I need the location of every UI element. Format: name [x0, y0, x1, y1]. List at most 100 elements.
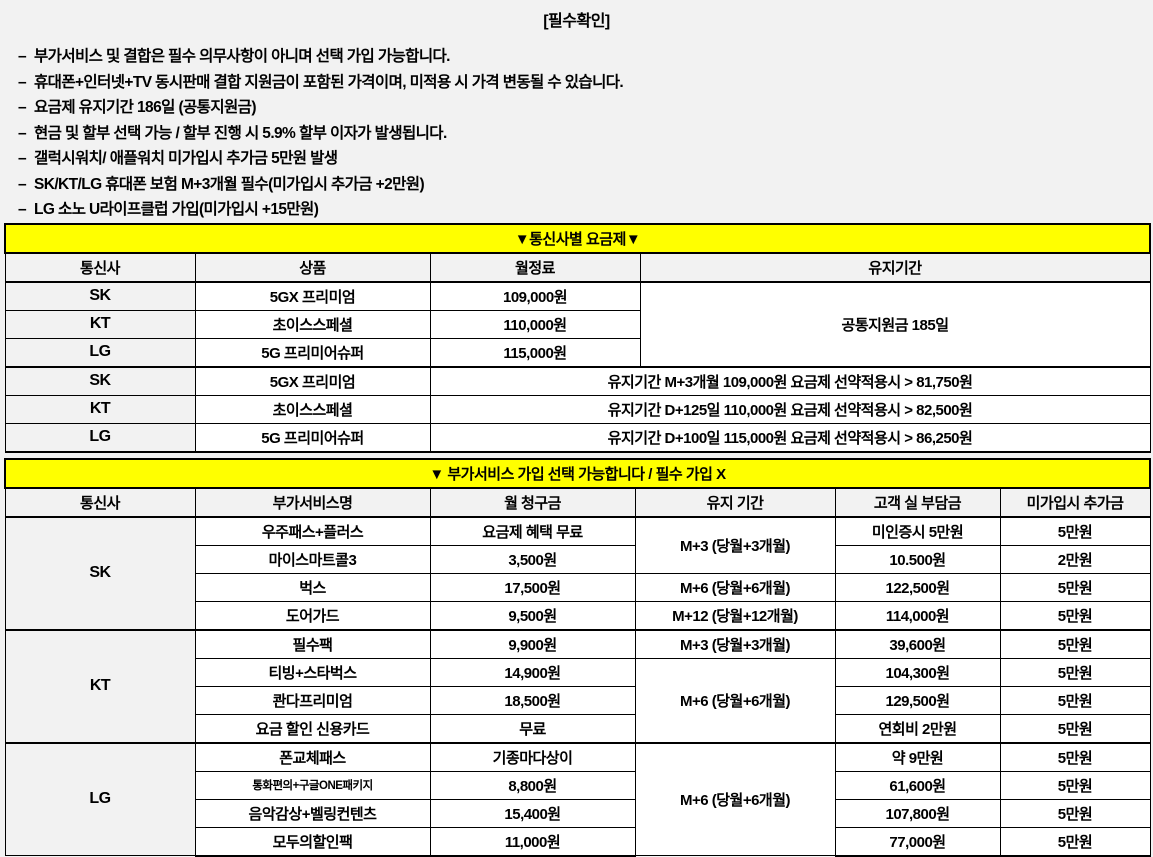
bullet-dash-icon: –	[18, 73, 27, 91]
plan-detail-carrier: SK	[4, 365, 196, 396]
bullet-dash-icon: –	[18, 99, 27, 116]
plan-detail-product: 5G 프리미어슈퍼	[194, 422, 431, 453]
plan-product: 초이스스페셜	[194, 309, 431, 339]
bullet-dash-icon: –	[18, 175, 27, 193]
addon-row: KT 필수팩 9,900원 M+3 (당월+3개월) 39,600원 5만원	[4, 628, 1151, 743]
addon-extra-fee: 5만원	[999, 826, 1151, 857]
notice-section: [필수확인] – 부가서비스 및 결합은 필수 의무사항이 아니며 선택 가입 가…	[0, 0, 1153, 223]
plan-detail-row: LG 5G 프리미어슈퍼 유지기간 D+100일 115,000원 요금제 선약적용…	[4, 422, 1151, 453]
addon-monthly-fee: 9,500원	[429, 600, 636, 630]
notice-item: – 휴대폰+인터넷+TV 동시판매 결합 지원금이 포함된 가격이며, 미적용 시…	[18, 70, 1153, 96]
addon-banner-row: ▼ 부가서비스 가입 선택 가능합니다 / 필수 가입 X	[4, 457, 1151, 489]
plan-header-row: 통신사 상품 월정료 유지기간	[4, 251, 1151, 283]
plan-detail-product: 5GX 프리미엄	[194, 365, 431, 396]
addon-row: 벅스 17,500원 M+6 (당월+6개월) 122,500원 5만원	[5, 572, 1151, 602]
notice-item-text: 현금 및 할부 선택 가능 / 할부 진행 시 5.9% 할부 이자가 발생됩니…	[34, 124, 447, 142]
addon-service-name: 도어가드	[194, 600, 431, 630]
addon-actual-cost: 77,000원	[834, 826, 1001, 857]
addon-carrier-kt: KT	[4, 628, 196, 743]
addon-actual-cost: 122,500원	[834, 572, 1001, 602]
addon-actual-cost: 104,300원	[834, 657, 1001, 687]
plan-fee: 115,000원	[429, 337, 641, 367]
addon-actual-cost: 연회비 2만원	[834, 713, 1001, 743]
addon-actual-cost: 39,600원	[834, 628, 1001, 659]
plan-detail-carrier: KT	[4, 394, 196, 424]
plan-table: ▼통신사별 요금제▼ 통신사 상품 월정료 유지기간 SK 5GX 프리미엄 109,000원…	[3, 222, 1152, 453]
notice-item: – 부가서비스 및 결합은 필수 의무사항이 아니며 선택 가입 가능합니다.	[18, 44, 1153, 70]
bullet-dash-icon: –	[18, 48, 27, 65]
notice-item: – 현금 및 할부 선택 가능 / 할부 진행 시 5.9% 할부 이자가 발생됩…	[18, 121, 1153, 147]
notice-item-text: 휴대폰+인터넷+TV 동시판매 결합 지원금이 포함된 가격이며, 미적용 시 …	[34, 73, 624, 91]
addon-service-name: 티빙+스타벅스	[194, 657, 431, 687]
plan-banner-row: ▼통신사별 요금제▼	[3, 222, 1152, 254]
plan-detail-text: 유지기간 M+3개월 109,000원 요금제 선약적용시 > 81,750원	[429, 365, 1151, 396]
addon-extra-fee: 5만원	[999, 515, 1151, 546]
addon-row: 통화편의+구글ONE패키지 8,800원 61,600원 5만원	[5, 770, 1151, 800]
plan-row: LG 5G 프리미어슈퍼 115,000원	[4, 337, 1150, 367]
addon-monthly-fee: 기종마다상이	[429, 741, 636, 772]
addon-extra-fee: 5만원	[999, 741, 1151, 772]
addon-col-header-0: 통신사	[4, 486, 196, 518]
plan-detail-row: SK 5GX 프리미엄 유지기간 M+3개월 109,000원 요금제 선약적용시 …	[4, 365, 1151, 396]
addon-row: LG 폰교체패스 기종마다상이 M+6 (당월+6개월) 약 9만원 5만원	[4, 741, 1151, 856]
addon-service-name: 요금 할인 신용카드	[194, 713, 431, 743]
plan-col-header-2: 월정료	[429, 251, 641, 283]
addon-extra-fee: 5만원	[999, 628, 1151, 659]
notice-item: – 갤럭시워치/ 애플워치 미가입시 추가금 5만원 발생	[18, 146, 1153, 172]
addon-col-header-1: 부가서비스명	[194, 486, 431, 518]
addon-period: M+6 (당월+6개월)	[634, 657, 836, 743]
notice-item-text: LG 소노 U라이프클럽 가입(미가입시 +15만원)	[34, 201, 319, 218]
plan-fee: 109,000원	[429, 280, 641, 311]
addon-monthly-fee: 무료	[429, 713, 636, 743]
addon-service-name: 필수팩	[194, 628, 431, 659]
addon-service-name: 마이스마트콜3	[194, 544, 431, 574]
plan-carrier: LG	[4, 337, 196, 367]
addon-monthly-fee: 11,000원	[429, 826, 636, 857]
addon-period: M+6 (당월+6개월)	[634, 572, 836, 602]
addon-extra-fee: 5만원	[999, 657, 1151, 687]
plan-product: 5G 프리미어슈퍼	[194, 337, 431, 367]
plan-row: SK 5GX 프리미엄 109,000원 공통지원금 185일	[4, 280, 1151, 367]
addon-period: M+6 (당월+6개월)	[634, 741, 836, 856]
plan-col-header-0: 통신사	[4, 251, 196, 283]
notice-item: – LG 소노 U라이프클럽 가입(미가입시 +15만원)	[18, 197, 1153, 223]
plan-col-header-3: 유지기간	[639, 251, 1151, 283]
notice-item-text: 부가서비스 및 결합은 필수 의무사항이 아니며 선택 가입 가능합니다.	[34, 48, 450, 65]
addon-header-row: 통신사 부가서비스명 월 청구금 유지 기간 고객 실 부담금 미가입시 추가금	[4, 486, 1151, 518]
bullet-dash-icon: –	[18, 124, 27, 142]
addon-service-name: 벅스	[194, 572, 431, 602]
addon-actual-cost: 61,600원	[834, 770, 1001, 800]
addon-row: 콴다프리미엄 18,500원 129,500원 5만원	[5, 685, 1151, 715]
addon-extra-fee: 2만원	[999, 544, 1151, 574]
addon-table: ▼ 부가서비스 가입 선택 가능합니다 / 필수 가입 X 통신사 부가서비스명 월 …	[4, 452, 1151, 857]
plan-detail-carrier: LG	[4, 422, 196, 453]
addon-carrier-sk: SK	[4, 515, 196, 630]
table-gap-cell	[5, 452, 1150, 459]
addon-col-header-3: 유지 기간	[634, 486, 836, 518]
plan-detail-row: KT 초이스스페셜 유지기간 D+125일 110,000원 요금제 선약적용시 >…	[4, 394, 1151, 424]
addon-actual-cost: 10.500원	[834, 544, 1001, 574]
addon-actual-cost: 114,000원	[834, 600, 1001, 630]
table-gap	[5, 452, 1150, 459]
notice-item-text: SK/KT/LG 휴대폰 보험 M+3개월 필수(미가입시 추가금 +2만원)	[34, 175, 425, 193]
addon-service-name: 모두의할인팩	[194, 826, 431, 857]
addon-actual-cost: 약 9만원	[834, 741, 1001, 772]
plan-detail-text: 유지기간 D+125일 110,000원 요금제 선약적용시 > 82,500원	[429, 394, 1151, 424]
notice-item-text: 갤럭시워치/ 애플워치 미가입시 추가금 5만원 발생	[34, 150, 338, 167]
addon-actual-cost: 129,500원	[834, 685, 1001, 715]
addon-monthly-fee: 3,500원	[429, 544, 636, 574]
plan-product: 5GX 프리미엄	[194, 280, 431, 311]
plan-banner: ▼통신사별 요금제▼	[3, 222, 1152, 254]
addon-service-name: 음악감상+벨링컨텐츠	[194, 798, 431, 828]
addon-banner: ▼ 부가서비스 가입 선택 가능합니다 / 필수 가입 X	[4, 457, 1151, 489]
addon-row: 티빙+스타벅스 14,900원 M+6 (당월+6개월) 104,300원 5만원	[5, 657, 1151, 743]
addon-monthly-fee: 18,500원	[429, 685, 636, 715]
addon-row: 도어가드 9,500원 M+12 (당월+12개월) 114,000원 5만원	[5, 600, 1151, 630]
addon-monthly-fee: 17,500원	[429, 572, 636, 602]
bullet-dash-icon: –	[18, 150, 27, 167]
addon-extra-fee: 5만원	[999, 798, 1151, 828]
plan-fee: 110,000원	[429, 309, 641, 339]
notice-list: – 부가서비스 및 결합은 필수 의무사항이 아니며 선택 가입 가능합니다. – 휴…	[0, 44, 1153, 223]
notice-item: – 요금제 유지기간 186일 (공통지원금)	[18, 95, 1153, 121]
addon-period: M+12 (당월+12개월)	[634, 600, 836, 630]
